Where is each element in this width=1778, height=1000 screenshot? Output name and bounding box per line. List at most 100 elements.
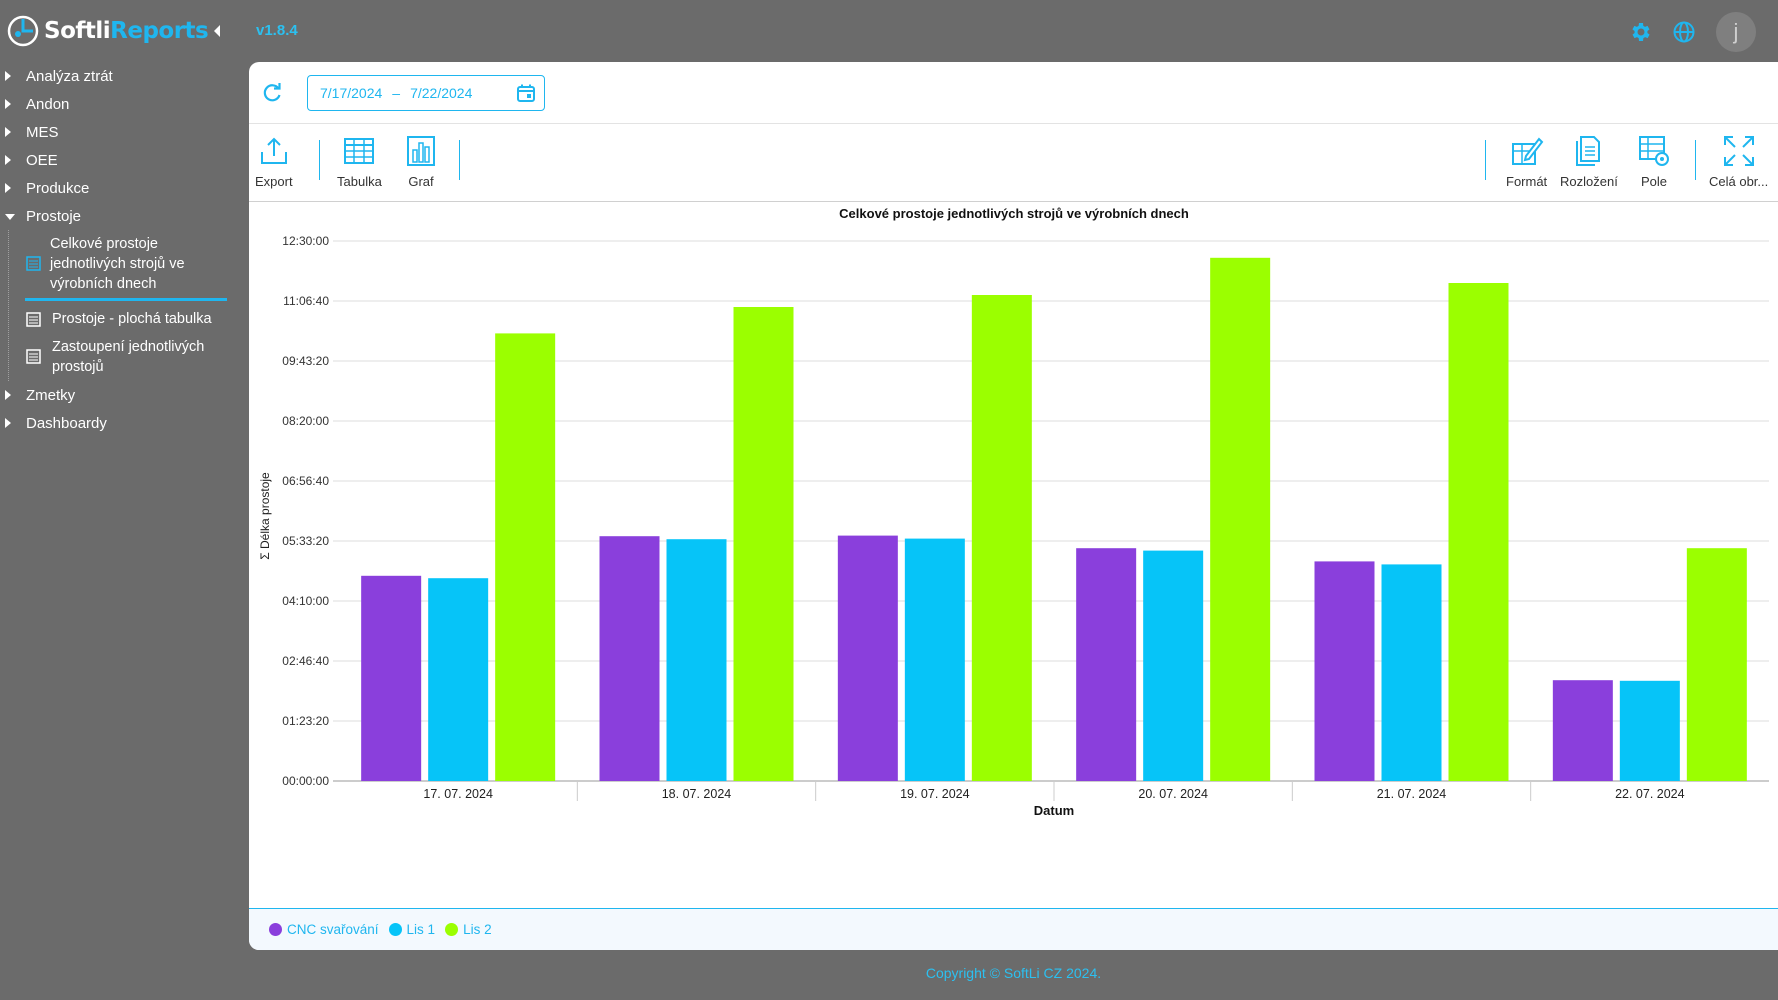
- caret-right-icon: [5, 127, 11, 137]
- toolbar-separator: [319, 140, 320, 180]
- user-avatar[interactable]: j: [1716, 12, 1756, 52]
- sidebar-subitem-celkove-prostoje[interactable]: Celkové prostoje jednotlivých strojů ve …: [25, 230, 227, 301]
- bar: [1686, 548, 1747, 781]
- caret-right-icon: [5, 418, 11, 428]
- caret-right-icon: [5, 155, 11, 165]
- date-separator: –: [392, 85, 401, 101]
- refresh-icon[interactable]: [261, 82, 283, 104]
- logo-icon: [7, 15, 39, 47]
- x-axis-title: Datum: [1034, 803, 1074, 818]
- bar: [361, 575, 422, 781]
- fullscreen-button[interactable]: Celá obr...: [1709, 134, 1768, 189]
- table-view-button[interactable]: Tabulka: [337, 134, 382, 189]
- report-table-icon: [26, 349, 41, 364]
- fields-settings-icon: [1639, 136, 1669, 166]
- x-tick-label: 21. 07. 2024: [1377, 787, 1447, 801]
- calendar-icon[interactable]: [516, 83, 536, 103]
- sidebar-nav: Analýza ztrát Andon MES OEE Produkce Pro…: [0, 62, 240, 437]
- y-tick-label: 06:56:40: [282, 474, 329, 488]
- legend-label: Lis 2: [463, 922, 492, 937]
- chart-view-button[interactable]: Graf: [404, 134, 438, 189]
- downtime-bar-chart: Celkové prostoje jednotlivých strojů ve …: [258, 206, 1769, 818]
- export-icon: [260, 137, 287, 164]
- app-logo[interactable]: SoftliReports: [6, 14, 209, 48]
- x-tick-label: 17. 07. 2024: [423, 787, 493, 801]
- caret-right-icon: [5, 183, 11, 193]
- sidebar-item-dashboardy[interactable]: Dashboardy: [0, 409, 240, 437]
- caret-down-icon: [5, 214, 15, 220]
- bar: [1076, 548, 1137, 781]
- sidebar-item-analyza-ztrat[interactable]: Analýza ztrát: [0, 62, 240, 90]
- y-tick-label: 02:46:40: [282, 654, 329, 668]
- bar: [495, 333, 556, 781]
- fields-button[interactable]: Pole: [1637, 134, 1671, 189]
- sidebar-subitem-zastoupeni[interactable]: Zastoupení jednotlivých prostojů: [9, 333, 229, 381]
- bar: [666, 539, 727, 781]
- legend-label: Lis 1: [406, 922, 436, 937]
- report-toolbar: Export Tabulka Graf: [249, 124, 1778, 202]
- toolbar-separator: [459, 140, 460, 180]
- layout-document-icon: [1575, 136, 1600, 166]
- version-label: v1.8.4: [256, 22, 298, 39]
- logo-text: SoftliReports: [44, 18, 209, 44]
- sidebar-item-oee[interactable]: OEE: [0, 146, 240, 174]
- y-axis-title: Σ Délka prostoje: [258, 472, 272, 560]
- bar: [1552, 680, 1613, 781]
- legend-item[interactable]: Lis 2: [445, 922, 492, 937]
- report-table-icon: [26, 256, 41, 271]
- bar: [904, 538, 965, 781]
- bar: [1448, 283, 1509, 781]
- fullscreen-expand-icon: [1723, 136, 1754, 166]
- legend-item[interactable]: CNC svařování: [269, 922, 379, 937]
- y-tick-label: 11:06:40: [283, 294, 329, 308]
- date-filter-bar: 7/17/2024 – 7/22/2024: [249, 62, 1778, 124]
- x-tick-label: 22. 07. 2024: [1615, 787, 1685, 801]
- format-button[interactable]: Formát: [1506, 134, 1547, 189]
- copyright-footer: Copyright © SoftLi CZ 2024.: [925, 965, 1102, 981]
- caret-right-icon: [5, 99, 11, 109]
- language-globe-icon[interactable]: [1672, 20, 1696, 44]
- y-tick-label: 01:23:20: [282, 714, 329, 728]
- report-card: 7/17/2024 – 7/22/2024 Export: [249, 62, 1778, 950]
- sidebar-subitem-plocha-tabulka[interactable]: Prostoje - plochá tabulka: [9, 305, 229, 333]
- y-tick-label: 04:10:00: [282, 594, 329, 608]
- bar: [1210, 257, 1271, 781]
- sidebar-item-mes[interactable]: MES: [0, 118, 240, 146]
- format-edit-icon: [1511, 137, 1543, 165]
- bar: [1314, 561, 1375, 781]
- collapse-sidebar-icon[interactable]: [210, 22, 224, 40]
- y-tick-label: 09:43:20: [282, 354, 329, 368]
- sidebar-item-produkce[interactable]: Produkce: [0, 174, 240, 202]
- bar: [599, 536, 660, 781]
- y-tick-label: 00:00:00: [282, 774, 329, 788]
- top-bar: SoftliReports v1.8.4 j: [0, 0, 1778, 62]
- bar-chart-icon: [407, 136, 435, 166]
- x-tick-label: 20. 07. 2024: [1138, 787, 1208, 801]
- date-range-picker[interactable]: 7/17/2024 – 7/22/2024: [307, 75, 545, 111]
- bar: [428, 578, 489, 781]
- bar: [733, 307, 794, 781]
- chart-legend: CNC svařování Lis 1 Lis 2: [249, 908, 1778, 950]
- caret-right-icon: [5, 390, 11, 400]
- report-table-icon: [26, 312, 41, 327]
- sidebar-item-zmetky[interactable]: Zmetky: [0, 381, 240, 409]
- prostoje-submenu: Celkové prostoje jednotlivých strojů ve …: [8, 230, 240, 381]
- date-to[interactable]: 7/22/2024: [410, 85, 473, 101]
- settings-gear-icon[interactable]: [1628, 20, 1652, 44]
- layout-button[interactable]: Rozložení: [1560, 134, 1618, 189]
- y-tick-label: 12:30:00: [282, 234, 329, 248]
- legend-item[interactable]: Lis 1: [388, 922, 436, 937]
- y-tick-label: 08:20:00: [282, 414, 329, 428]
- date-from[interactable]: 7/17/2024: [320, 85, 383, 101]
- table-icon: [344, 138, 375, 164]
- legend-label: CNC svařování: [287, 922, 379, 937]
- toolbar-separator: [1485, 140, 1486, 180]
- legend-marker-icon: [445, 923, 459, 936]
- bar: [1381, 564, 1442, 781]
- sidebar-item-prostoje[interactable]: Prostoje: [0, 202, 240, 230]
- sidebar-item-andon[interactable]: Andon: [0, 90, 240, 118]
- bar: [1143, 550, 1204, 781]
- x-tick-label: 18. 07. 2024: [662, 787, 732, 801]
- bar: [837, 535, 898, 781]
- export-button[interactable]: Export: [255, 134, 293, 189]
